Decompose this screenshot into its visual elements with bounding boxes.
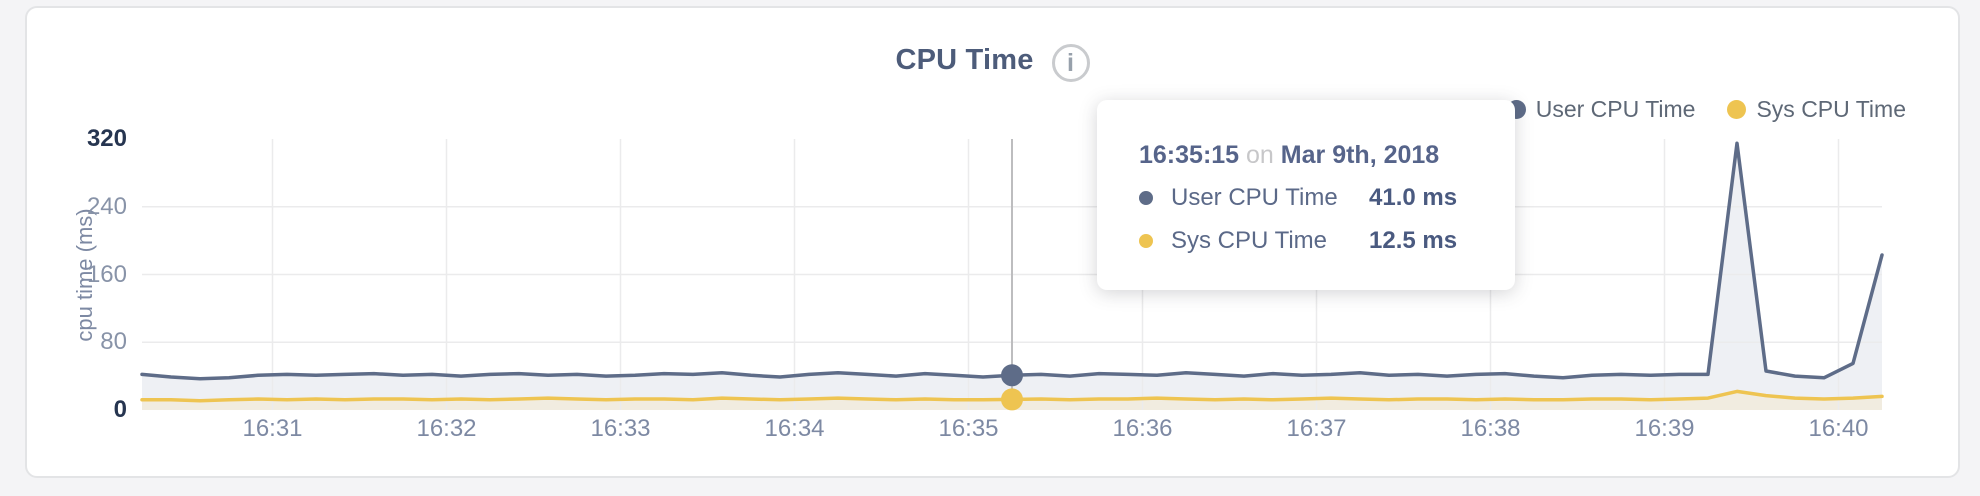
chart-title: CPU Time: [895, 43, 1034, 76]
user-series-dot-icon: [1139, 191, 1153, 205]
tooltip-row-user: User CPU Time 41.0 ms: [1139, 183, 1515, 213]
sys-series-dot-icon: [1139, 234, 1153, 248]
x-tick-label: 16:34: [764, 415, 825, 442]
x-tick-label: 16:32: [416, 415, 477, 442]
tooltip-date: Mar 9th, 2018: [1280, 141, 1440, 169]
y-tick-label: 160: [86, 260, 127, 288]
tooltip-series-label: User CPU Time: [1171, 184, 1338, 211]
legend-item-user-cpu-time[interactable]: User CPU Time: [1506, 96, 1696, 123]
chart-legend: User CPU Time Sys CPU Time: [1506, 96, 1906, 123]
sys-series-dot-icon: [1727, 100, 1747, 119]
x-tick-label: 16:38: [1460, 415, 1521, 442]
y-tick-label: 0: [113, 396, 127, 423]
series-area-0: [142, 143, 1882, 410]
cpu-time-chart-plot[interactable]: [27, 8, 1962, 480]
tooltip-row-sys: Sys CPU Time 12.5 ms: [1139, 226, 1515, 256]
x-tick-label: 16:39: [1634, 415, 1695, 442]
chart-card: CPU Time i User CPU Time Sys CPU Time cp…: [25, 6, 1960, 478]
hover-marker-0: [1001, 364, 1023, 387]
tooltip-series-value: 41.0 ms: [1369, 184, 1458, 211]
x-tick-label: 16:36: [1112, 415, 1173, 442]
tooltip-series-label: Sys CPU Time: [1171, 227, 1328, 254]
tooltip-series-value: 12.5 ms: [1369, 227, 1458, 254]
info-icon[interactable]: i: [1051, 44, 1090, 82]
legend-item-sys-cpu-time[interactable]: Sys CPU Time: [1727, 96, 1906, 123]
legend-label: User CPU Time: [1535, 96, 1696, 122]
y-tick-label: 320: [86, 125, 127, 152]
x-tick-label: 16:31: [242, 415, 303, 442]
y-tick-label: 80: [100, 328, 127, 356]
tooltip-title: 16:35:15 on Mar 9th, 2018: [1139, 140, 1515, 170]
chart-tooltip: 16:35:15 on Mar 9th, 2018 User CPU Time …: [1097, 100, 1515, 290]
x-tick-label: 16:33: [590, 415, 651, 442]
x-tick-label: 16:37: [1286, 415, 1347, 442]
tooltip-conjunction: on: [1246, 141, 1274, 169]
tooltip-time: 16:35:15: [1139, 141, 1240, 169]
y-tick-label: 240: [86, 192, 127, 220]
x-tick-label: 16:35: [938, 415, 999, 442]
chart-header: CPU Time i: [27, 38, 1958, 82]
x-tick-label: 16:40: [1808, 415, 1869, 442]
legend-label: Sys CPU Time: [1756, 96, 1906, 122]
hover-marker-1: [1001, 388, 1023, 411]
